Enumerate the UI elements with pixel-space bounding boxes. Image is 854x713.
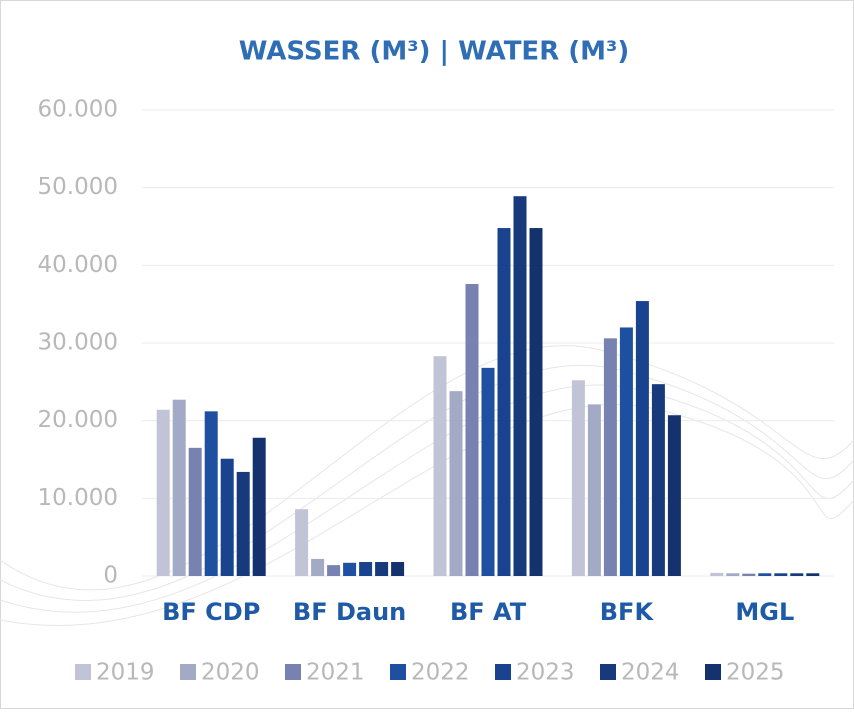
bar	[635, 301, 649, 576]
bar	[188, 447, 202, 576]
bar	[204, 411, 218, 576]
bar	[172, 399, 186, 576]
bar	[311, 558, 325, 576]
bar	[220, 458, 234, 576]
y-tick-label: 30.000	[38, 330, 118, 356]
bar	[619, 327, 633, 576]
bar	[587, 404, 601, 576]
legend-swatch	[285, 664, 301, 680]
legend-swatch	[705, 664, 721, 680]
legend-label: 2025	[726, 660, 785, 686]
legend-swatch	[180, 664, 196, 680]
bar	[449, 391, 463, 576]
legend-label: 2021	[306, 660, 365, 686]
background-waves	[0, 345, 854, 626]
legend-swatch	[600, 664, 616, 680]
bar	[497, 228, 511, 576]
bar	[156, 409, 170, 576]
y-tick-label: 0	[103, 563, 118, 589]
y-tick-label: 60.000	[38, 97, 118, 123]
y-tick-label: 40.000	[38, 252, 118, 278]
bar	[481, 367, 495, 576]
legend-label: 2024	[621, 660, 680, 686]
bar	[295, 509, 309, 576]
x-tick-label: BF Daun	[293, 598, 406, 626]
x-tick-label: BFK	[600, 598, 655, 626]
bar	[603, 338, 617, 576]
legend-swatch	[390, 664, 406, 680]
bar	[806, 573, 820, 576]
x-tick-label: BF CDP	[162, 598, 260, 626]
chart-title: WASSER (M³) | WATER (M³)	[239, 37, 630, 67]
bar	[742, 573, 756, 576]
y-tick-label: 10.000	[38, 485, 118, 511]
legend-label: 2019	[96, 660, 155, 686]
bar	[465, 283, 479, 576]
bar	[571, 380, 585, 576]
legend-label: 2020	[201, 660, 260, 686]
legend-swatch	[75, 664, 91, 680]
legend-label: 2023	[516, 660, 575, 686]
bar	[343, 562, 357, 576]
x-tick-label: BF AT	[450, 598, 527, 626]
bar	[391, 562, 405, 576]
bar	[513, 196, 527, 576]
x-tick-label: MGL	[735, 598, 794, 626]
y-tick-label: 20.000	[38, 407, 118, 433]
bar	[236, 471, 250, 576]
legend-label: 2022	[411, 660, 470, 686]
bar	[651, 384, 665, 576]
bar	[529, 228, 543, 576]
bar	[359, 562, 373, 576]
bar	[667, 415, 681, 576]
bar	[790, 573, 804, 576]
y-tick-label: 50.000	[38, 174, 118, 200]
bar	[433, 356, 447, 576]
bar	[726, 573, 740, 576]
bar	[327, 565, 341, 576]
legend-swatch	[495, 664, 511, 680]
bar	[375, 562, 389, 576]
bar	[774, 573, 788, 576]
bar	[758, 573, 772, 576]
bar	[252, 437, 266, 576]
bar	[710, 572, 724, 576]
